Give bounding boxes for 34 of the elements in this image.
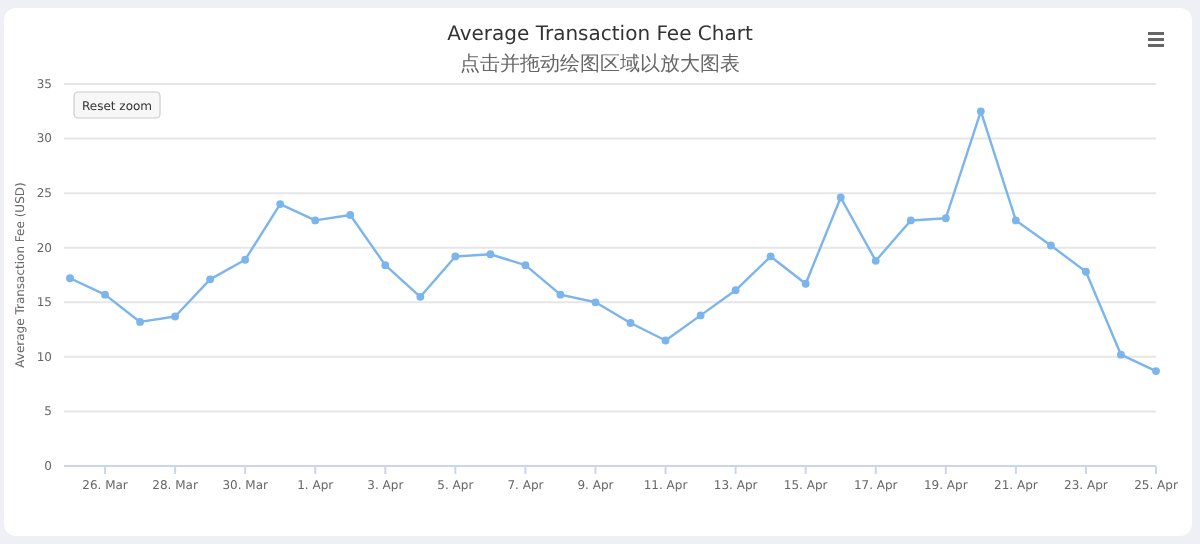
point [521,261,530,270]
chart-title: Average Transaction Fee Chart [447,24,753,46]
point [1047,241,1055,250]
point [626,319,635,327]
point [206,275,215,284]
point [171,312,179,321]
point [486,250,495,259]
point [416,292,425,301]
point [276,200,285,208]
point [241,255,250,264]
point [1011,216,1020,225]
point [731,286,740,295]
point [591,298,600,307]
point [1152,367,1160,375]
point [451,252,460,261]
point [766,252,775,261]
point [836,193,845,202]
point [136,318,144,326]
point [906,216,915,225]
point [311,216,320,225]
point [556,290,565,299]
point [871,256,880,265]
point [101,290,109,299]
point [801,279,810,288]
point [661,336,670,345]
chart-subtitle: 点击并拖动绘图区域以放大图表 [460,52,740,76]
point [696,311,705,320]
point [976,107,985,116]
point [1082,267,1090,276]
point [1117,350,1125,359]
point [66,274,74,283]
point [381,261,390,270]
point [346,211,355,219]
point [941,214,950,223]
